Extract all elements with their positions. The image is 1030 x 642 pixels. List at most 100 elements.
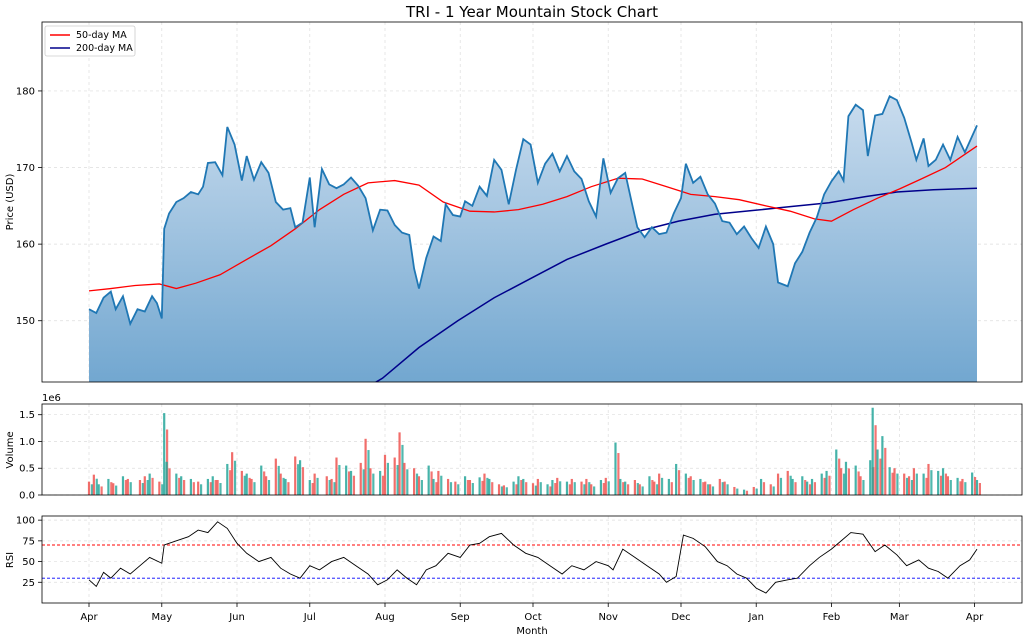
volume-bar bbox=[107, 478, 110, 495]
volume-bar bbox=[413, 468, 416, 495]
volume-bar bbox=[779, 477, 783, 495]
volume-bar bbox=[633, 480, 636, 495]
volume-bar bbox=[151, 477, 154, 495]
volume-bar bbox=[871, 407, 874, 495]
volume-bar bbox=[912, 468, 916, 495]
volume-bar bbox=[651, 480, 654, 495]
volume-bar bbox=[684, 473, 687, 495]
volume-bar bbox=[546, 484, 549, 495]
volume-bar bbox=[216, 480, 219, 495]
volume-bar bbox=[711, 486, 715, 495]
rsi-tick-label: 50 bbox=[22, 557, 35, 568]
volume-bar bbox=[835, 449, 838, 495]
volume-bar bbox=[604, 477, 607, 495]
volume-bar bbox=[364, 438, 367, 495]
volume-bar bbox=[369, 468, 372, 495]
volume-bar bbox=[617, 453, 620, 495]
volume-bar bbox=[925, 477, 928, 495]
volume-bar bbox=[486, 477, 489, 495]
volume-bar bbox=[250, 478, 253, 495]
volume-bar bbox=[658, 473, 661, 495]
volume-bar bbox=[667, 478, 670, 495]
volume-bar bbox=[907, 476, 911, 495]
volume-bar bbox=[124, 480, 127, 495]
volume-bar bbox=[199, 484, 203, 495]
volume-bar bbox=[214, 480, 217, 495]
volume-bar bbox=[636, 483, 639, 495]
volume-bar bbox=[599, 480, 603, 495]
volume-bar bbox=[446, 478, 450, 495]
volume-bar bbox=[565, 481, 569, 495]
volume-y-axis-label: Volume bbox=[5, 431, 16, 468]
volume-bar bbox=[383, 454, 387, 495]
volume-bar bbox=[381, 475, 385, 495]
volume-bar bbox=[755, 488, 758, 495]
volume-bar bbox=[435, 482, 438, 495]
x-tick-label: Nov bbox=[598, 612, 618, 623]
volume-bar bbox=[946, 476, 949, 495]
volume-bar bbox=[279, 473, 282, 495]
volume-bar bbox=[593, 486, 596, 495]
volume-bar bbox=[267, 480, 271, 495]
price-y-ticks: 150 160 170 180 bbox=[16, 86, 42, 327]
volume-bar bbox=[675, 463, 678, 495]
rsi-grid bbox=[42, 516, 1022, 603]
volume-bar bbox=[961, 478, 964, 495]
volume-bar bbox=[515, 484, 518, 495]
volume-bar bbox=[497, 484, 501, 495]
volume-bar bbox=[126, 478, 129, 495]
volume-bar bbox=[531, 483, 535, 495]
volume-bar bbox=[915, 473, 918, 495]
volume-bar bbox=[454, 481, 457, 495]
volume-bar bbox=[168, 468, 171, 495]
volume-bar bbox=[311, 483, 314, 495]
volume-bar bbox=[121, 476, 125, 495]
volume-bar bbox=[483, 473, 486, 495]
volume-bar bbox=[274, 458, 277, 495]
volume-bar bbox=[100, 486, 103, 495]
volume-bar bbox=[772, 486, 775, 495]
volume-bar bbox=[736, 488, 739, 495]
volume-bar bbox=[415, 473, 419, 495]
volume-bar bbox=[896, 473, 899, 495]
volume-bar bbox=[362, 469, 365, 495]
volume-bar bbox=[165, 461, 168, 495]
volume-bar bbox=[211, 476, 214, 495]
volume-bar bbox=[219, 483, 222, 495]
volume-bar bbox=[297, 464, 300, 495]
chart-title: TRI - 1 Year Mountain Stock Chart bbox=[405, 3, 658, 21]
volume-bar bbox=[512, 481, 515, 495]
volume-bar bbox=[277, 465, 280, 495]
volume-bar bbox=[937, 470, 940, 495]
volume-bar bbox=[282, 477, 285, 495]
price-panel: 150 160 170 180 Price (USD) 50-day MA 200-d… bbox=[5, 21, 1023, 383]
x-tick-label: Jul bbox=[303, 612, 316, 623]
volume-bar bbox=[554, 483, 557, 495]
volume-bar bbox=[87, 481, 91, 495]
volume-tick-label: 0.5 bbox=[19, 464, 35, 475]
volume-bar bbox=[491, 482, 494, 495]
volume-tick-label: 0.0 bbox=[19, 491, 35, 502]
volume-bar bbox=[733, 486, 736, 495]
volume-bar bbox=[975, 480, 979, 495]
volume-bar bbox=[243, 475, 246, 495]
volume-y-ticks: 0.0 0.5 1.0 1.5 bbox=[19, 410, 42, 502]
volume-bar bbox=[910, 480, 914, 495]
volume-bar bbox=[539, 482, 542, 495]
volume-bar bbox=[810, 478, 814, 495]
volume-bar bbox=[825, 470, 828, 495]
x-tick-label: Sep bbox=[451, 612, 470, 623]
volume-bar bbox=[570, 478, 573, 495]
volume-bar bbox=[949, 480, 952, 495]
volume-bar bbox=[641, 486, 644, 495]
volume-bar bbox=[927, 463, 930, 495]
volume-bar bbox=[298, 460, 302, 495]
volume-bar bbox=[406, 469, 409, 495]
volume-bar bbox=[721, 482, 724, 495]
volume-bar bbox=[881, 436, 884, 495]
volume-bar bbox=[141, 483, 144, 495]
volume-bar bbox=[859, 476, 862, 495]
volume-bar bbox=[245, 473, 248, 495]
volume-bar bbox=[590, 484, 593, 495]
